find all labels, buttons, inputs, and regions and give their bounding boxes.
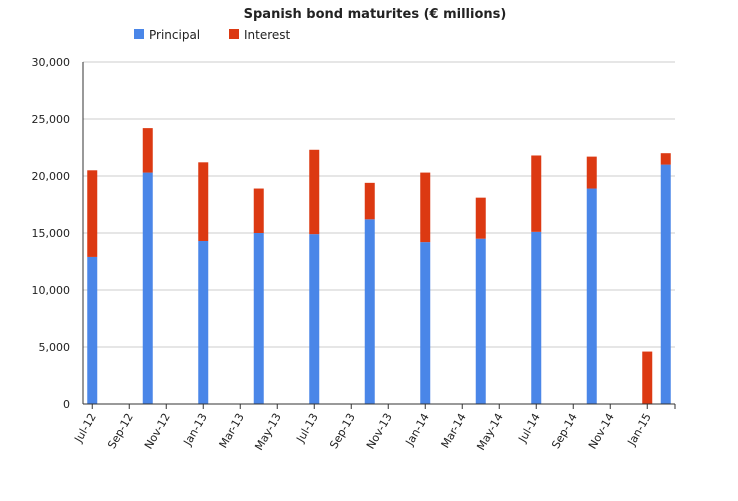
legend-swatch-principal [134, 29, 144, 39]
x-tick-label: Jan-15 [625, 411, 654, 449]
legend-label-interest: Interest [244, 28, 291, 42]
bar-principal [87, 256, 98, 404]
x-tick-label: Jul-14 [515, 411, 542, 445]
x-axis-labels: Jul-12 Sep-12 Nov-12 Jan-13 Mar-13 May-13 Jul-… [71, 411, 653, 453]
x-tick-label: Nov-12 [142, 411, 173, 451]
x-tick-label: Sep-14 [549, 411, 580, 451]
bar-principal [309, 234, 320, 404]
bar-principal [364, 219, 375, 404]
bar-interest [586, 156, 597, 189]
x-tick-label: Jan-14 [403, 411, 432, 449]
y-tick-label: 10,000 [32, 284, 71, 297]
bar-interest [309, 149, 320, 235]
y-tick-label: 25,000 [32, 113, 71, 126]
bar-principal [475, 238, 486, 404]
y-tick-label: 15,000 [32, 227, 71, 240]
x-tick-label: Nov-14 [586, 411, 617, 451]
y-tick-label: 20,000 [32, 170, 71, 183]
legend-swatch-interest [229, 29, 239, 39]
bar-interest [87, 170, 98, 257]
y-tick-label: 30,000 [32, 56, 71, 69]
bar-principal [253, 233, 264, 404]
x-tick-label: May-14 [474, 411, 506, 453]
bar-principal [660, 164, 671, 404]
bar-principal [198, 240, 209, 404]
x-tick-label: Jul-12 [71, 411, 98, 445]
x-tick-label: Sep-12 [105, 411, 136, 451]
bar-principal [420, 242, 431, 404]
bar-principal [142, 172, 153, 404]
x-tick-label: Sep-13 [327, 411, 358, 451]
bar-interest [660, 153, 671, 165]
bar-interest [420, 172, 431, 243]
x-tick-label: Jan-13 [181, 411, 210, 449]
y-tick-label: 0 [63, 398, 70, 411]
bar-interest [475, 197, 486, 239]
x-tick-label: Nov-13 [364, 411, 395, 451]
bar-interest [253, 188, 264, 233]
x-tick-label: Mar-13 [217, 411, 247, 450]
x-tick-label: Mar-14 [439, 411, 469, 450]
legend-label-principal: Principal [149, 28, 200, 42]
bars [87, 128, 671, 404]
y-axis-labels: 0 5,000 10,000 15,000 20,000 25,000 30,000 [32, 56, 71, 411]
y-tick-label: 5,000 [39, 341, 71, 354]
bar-interest [364, 182, 375, 220]
axes [82, 62, 676, 409]
bar-interest [642, 351, 653, 404]
gridlines [83, 61, 675, 348]
x-tick-label: Jul-13 [293, 411, 320, 445]
bar-principal [531, 231, 542, 404]
bar-principal [586, 188, 597, 404]
legend: Principal Interest [134, 28, 291, 42]
x-tick-label: May-13 [252, 411, 284, 453]
bar-interest [198, 162, 209, 241]
bar-interest [142, 128, 153, 173]
chart-title: Spanish bond maturites (€ millions) [244, 7, 507, 22]
bar-interest [531, 155, 542, 232]
